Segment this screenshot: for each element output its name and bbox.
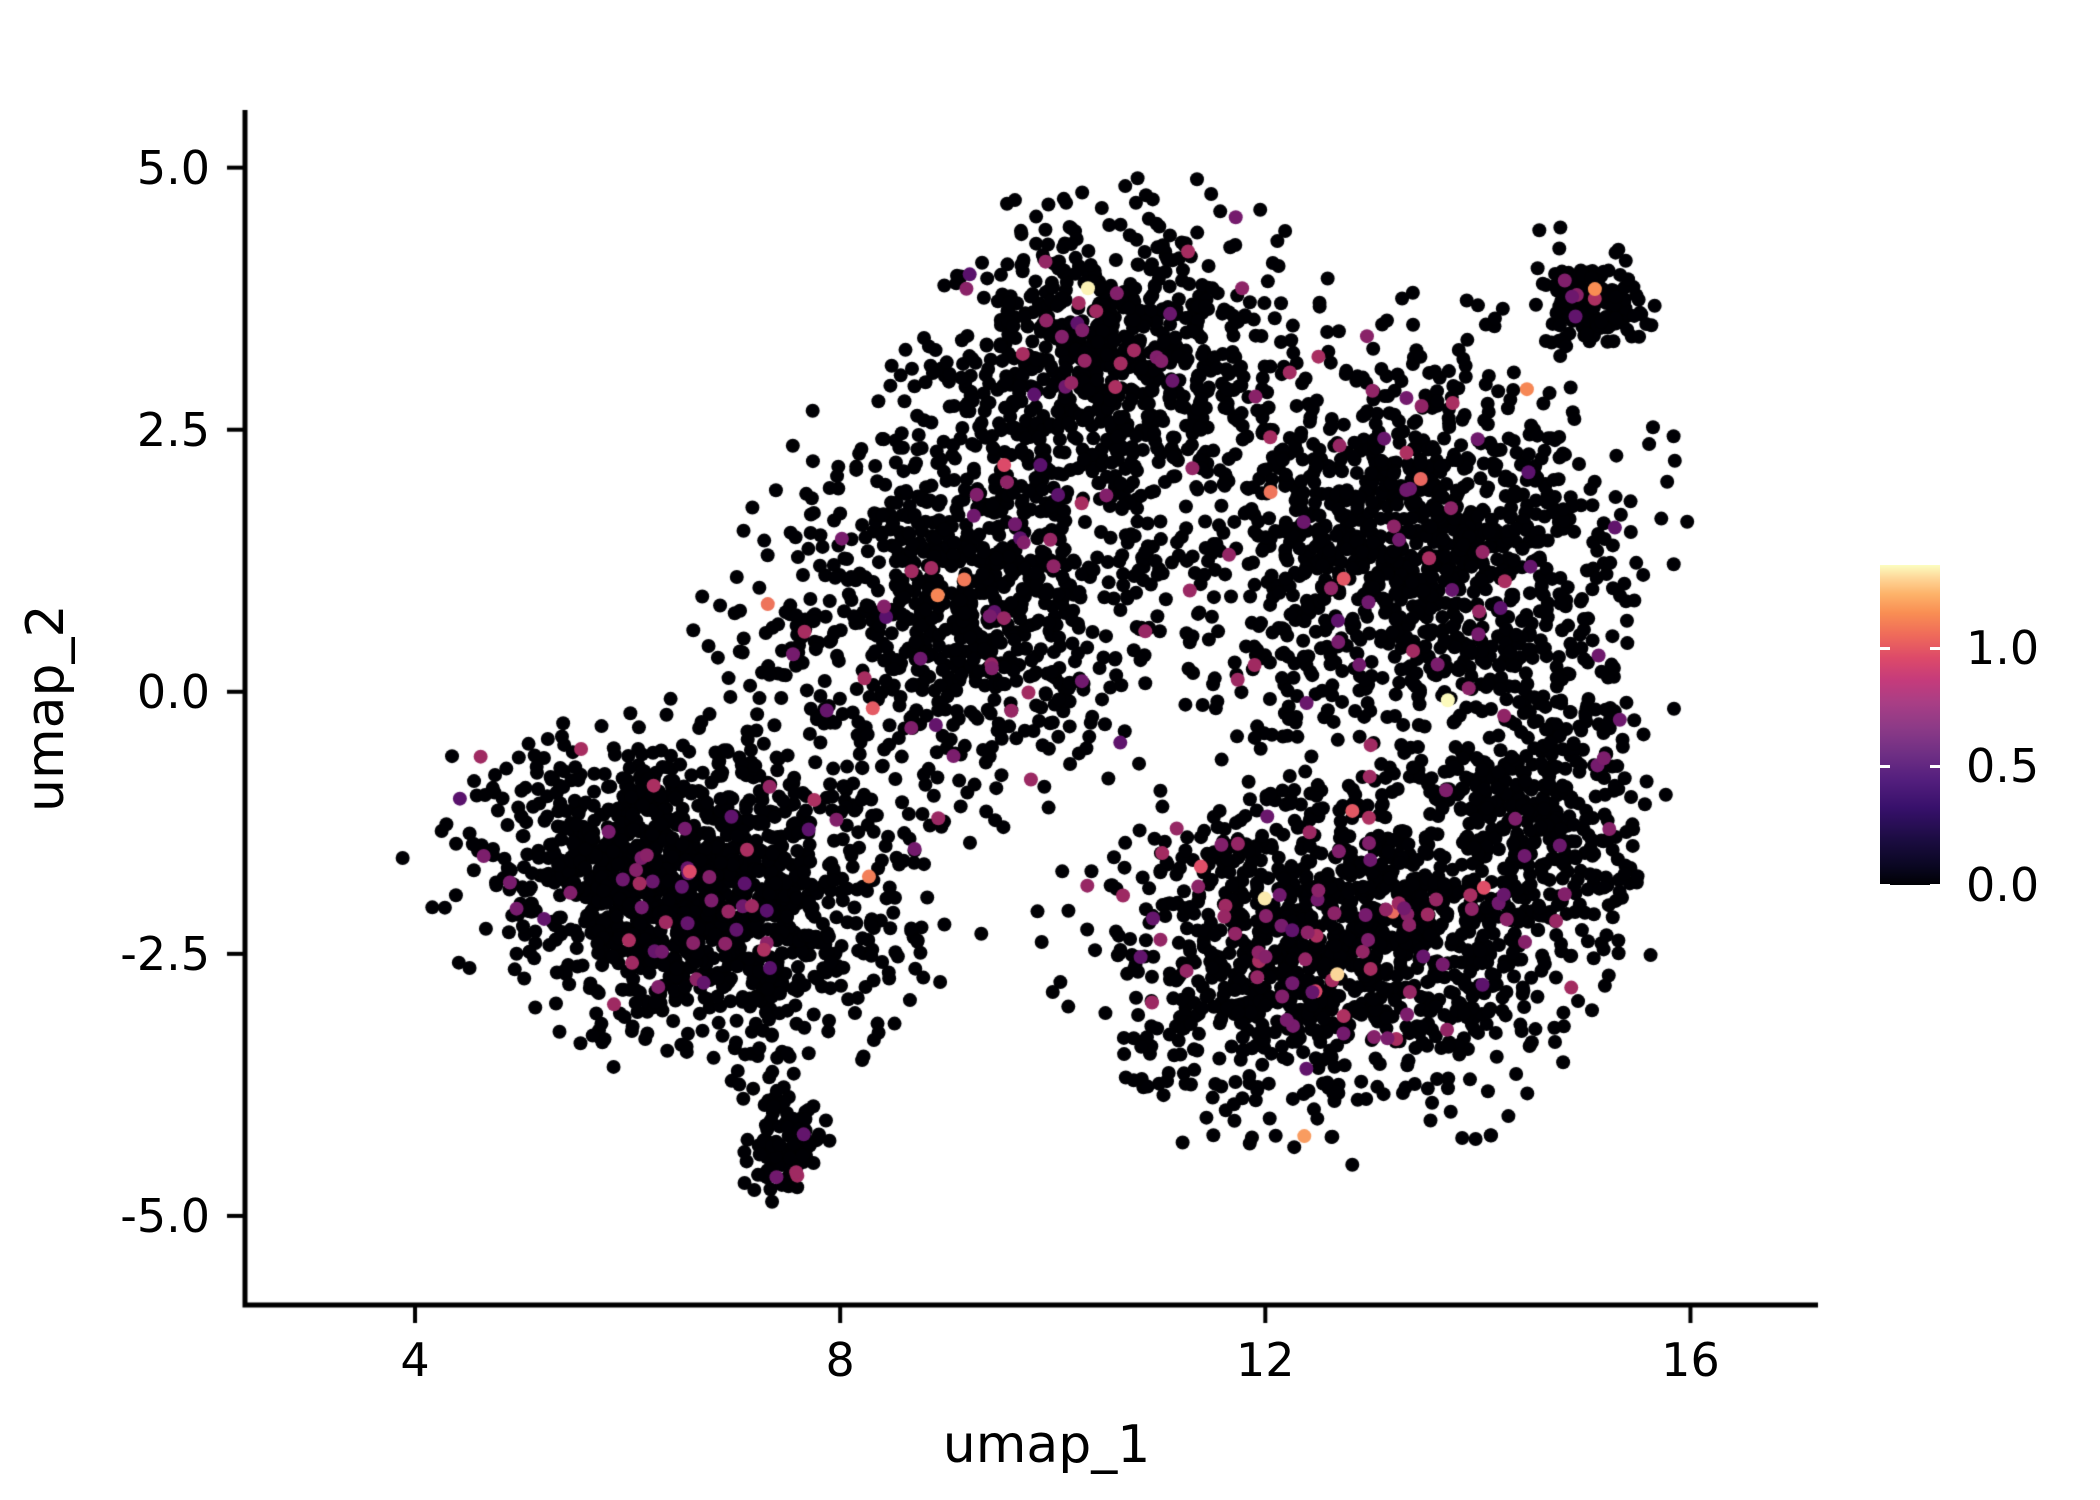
x-tick-label-4: 4 [400,1333,430,1387]
y-axis-label: umap_2 [16,604,76,812]
y-tick-label-2_5: 2.5 [136,402,210,457]
x-tick-label-16: 16 [1661,1333,1720,1387]
x-tick-label-8: 8 [825,1333,855,1387]
colorbar-tick-mark-0_0-right [1930,884,1940,887]
x-axis-label: umap_1 [942,1415,1151,1475]
colorbar-tick-mark-1_0-right [1930,646,1940,650]
y-tick-label-neg5: -5.0 [120,1188,210,1243]
y-tick-label-neg2_5: -2.5 [120,926,210,981]
colorbar-tick-label-0_0: 0.0 [1966,858,2040,912]
colorbar-tick-mark-0_5 [1880,765,1890,769]
colorbar-tick-mark-0_0 [1880,884,1890,887]
y-tick-label-5: 5.0 [136,140,210,195]
colorbar-tick-label-0_5: 0.5 [1966,739,2040,794]
colorbar [1880,565,1940,885]
colorbar-tick-mark-0_5-right [1930,765,1940,769]
x-tick-label-12: 12 [1236,1333,1295,1387]
colorbar-tick-label-1_0: 1.0 [1966,620,2040,675]
y-tick-label-0: 0.0 [136,664,210,719]
colorbar-tick-mark-1_0 [1880,646,1890,650]
